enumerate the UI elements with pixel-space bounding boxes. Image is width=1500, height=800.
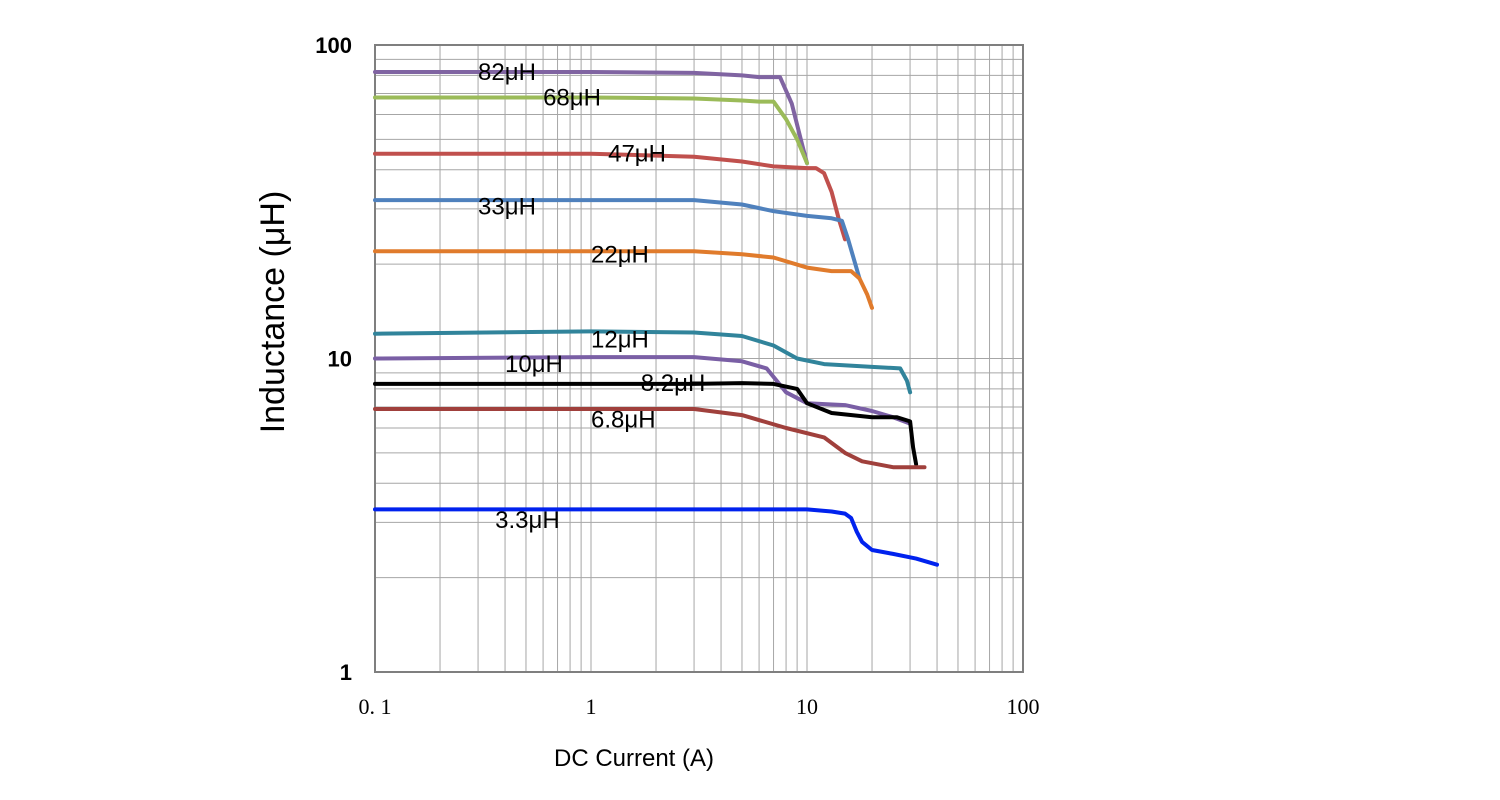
series-line-33uh [373,198,862,281]
series-line-68uh [373,95,809,166]
series-line-82uh [373,70,809,166]
series-label: 3.3μH [495,507,560,534]
series-label: 12μH [591,326,649,353]
series-label: 47μH [608,141,666,168]
x-tick-label: 0. 1 [359,694,392,719]
series-line-10uh [373,355,913,426]
y-tick-label: 100 [315,33,352,58]
series-line-6-8uh [373,407,927,470]
series-label: 68μH [543,85,601,112]
series-label: 10μH [505,351,563,378]
series-labels: 82μH 68μH 47μH 33μH 22μH 12μH 10μH 8.2μH 6.8μH 3.… [478,59,705,534]
series-label: 6.8μH [591,406,656,433]
series-label: 82μH [478,59,536,86]
y-tick-label: 10 [328,347,352,372]
x-tick-label: 10 [796,694,818,719]
series-group [373,70,939,567]
y-axis-title: Inductance (μH) [254,191,292,434]
y-tick-label: 1 [340,660,352,685]
series-line-47uh [373,151,847,242]
series-line-12uh [373,329,913,395]
grid [375,45,1023,672]
series-label: 8.2μH [641,370,706,397]
series-line-3-3uh [373,507,939,567]
series-label: 22μH [591,241,649,268]
series-label: 33μH [478,194,536,221]
series-line-22uh [373,249,874,310]
series-line-8-2uh [373,381,919,467]
x-axis-title: DC Current (A) [554,745,714,772]
tick-labels: 0. 1 1 10 100 1 10 100 [315,33,1039,719]
x-tick-label: 1 [586,694,597,719]
x-tick-label: 100 [1007,694,1040,719]
